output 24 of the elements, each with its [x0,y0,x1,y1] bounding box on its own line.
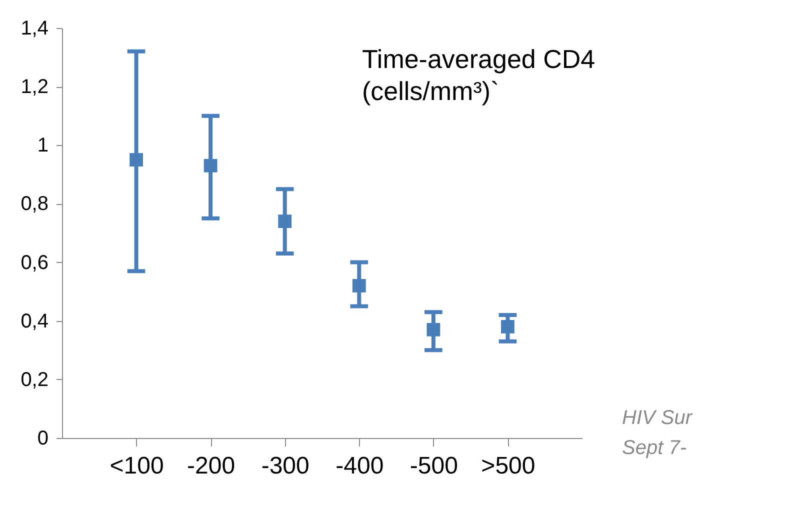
y-tick-label: 0,2 [20,368,48,391]
point [130,153,143,166]
point [204,158,218,172]
text: HIV Sur [622,407,694,429]
x-tick-label: -500 [410,452,458,480]
x-tick-label: -400 [336,452,384,480]
x-tick-label: <100 [110,452,164,480]
point [501,320,514,334]
x-tick-label: >500 [481,452,536,480]
text: Sept 7- [622,437,687,459]
x-tick-label: -200 [187,452,236,480]
y-tick-label: 0,4 [20,310,48,332]
point [352,279,366,292]
y-tick-label: 1,2 [20,76,48,98]
point [426,322,440,336]
y-tick-label: 0,8 [20,193,48,216]
y-tick-label: 1 [37,134,48,157]
point [278,214,292,228]
y-tick-label: 0 [37,428,48,450]
annotation: (cells/mm³)` [362,76,500,106]
y-tick-label: 0,6 [20,252,48,274]
x-tick-label: -300 [261,452,310,480]
y-tick-label: 1,4 [20,18,48,40]
annotation: Time-averaged CD4 [362,44,596,74]
